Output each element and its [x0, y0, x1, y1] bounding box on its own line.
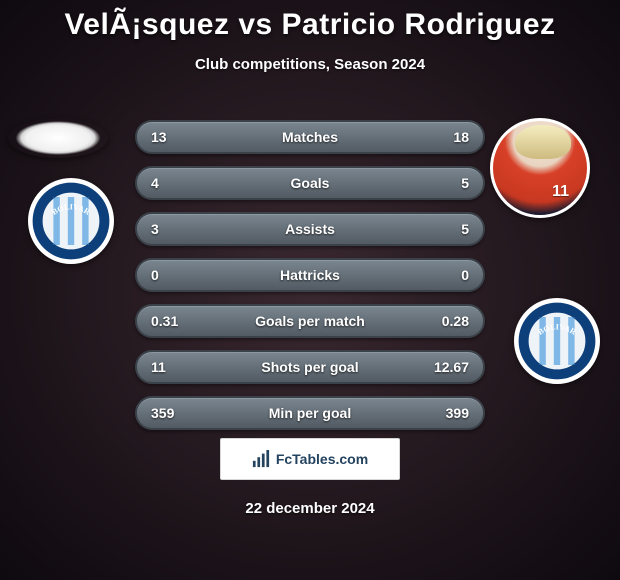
bar-chart-icon: [252, 450, 270, 468]
club-crest-right: BOLIVAR: [514, 298, 600, 384]
stat-left-value: 13: [151, 129, 167, 145]
stat-label: Min per goal: [137, 405, 483, 421]
stat-right-value: 5: [461, 175, 469, 191]
stat-label: Matches: [137, 129, 483, 145]
subtitle: Club competitions, Season 2024: [0, 56, 620, 73]
jersey-number: 11: [552, 183, 569, 201]
stat-left-value: 359: [151, 405, 174, 421]
stat-right-value: 399: [446, 405, 469, 421]
stat-row: 0.31 Goals per match 0.28: [135, 304, 485, 338]
stat-left-value: 11: [151, 359, 166, 375]
stat-label: Assists: [137, 221, 483, 237]
stat-row: 13 Matches 18: [135, 120, 485, 154]
brand-link[interactable]: FcTables.com: [220, 438, 400, 480]
stat-row: 0 Hattricks 0: [135, 258, 485, 292]
stat-right-value: 5: [461, 221, 469, 237]
stat-label: Goals: [137, 175, 483, 191]
player-right-avatar: 11: [490, 118, 590, 218]
stat-row: 4 Goals 5: [135, 166, 485, 200]
date-label: 22 december 2024: [0, 500, 620, 517]
stat-left-value: 3: [151, 221, 159, 237]
stat-label: Shots per goal: [137, 359, 483, 375]
stat-row: 3 Assists 5: [135, 212, 485, 246]
stat-right-value: 0: [461, 267, 469, 283]
stats-container: 13 Matches 18 4 Goals 5 3 Assists 5 0 Ha…: [135, 120, 485, 442]
stat-row: 11 Shots per goal 12.67: [135, 350, 485, 384]
stat-label: Goals per match: [137, 313, 483, 329]
page-title: VelÃ¡squez vs Patricio Rodriguez: [0, 0, 620, 42]
brand-text: FcTables.com: [276, 451, 368, 467]
stat-left-value: 0: [151, 267, 159, 283]
stat-right-value: 12.67: [434, 359, 469, 375]
stat-left-value: 0.31: [151, 313, 178, 329]
stat-right-value: 18: [453, 129, 469, 145]
avatar-hair: [515, 125, 571, 159]
stat-label: Hattricks: [137, 267, 483, 283]
stat-left-value: 4: [151, 175, 159, 191]
player-left-avatar: [8, 118, 108, 158]
club-crest-left: BOLIVAR: [28, 178, 114, 264]
stat-right-value: 0.28: [442, 313, 469, 329]
stat-row: 359 Min per goal 399: [135, 396, 485, 430]
